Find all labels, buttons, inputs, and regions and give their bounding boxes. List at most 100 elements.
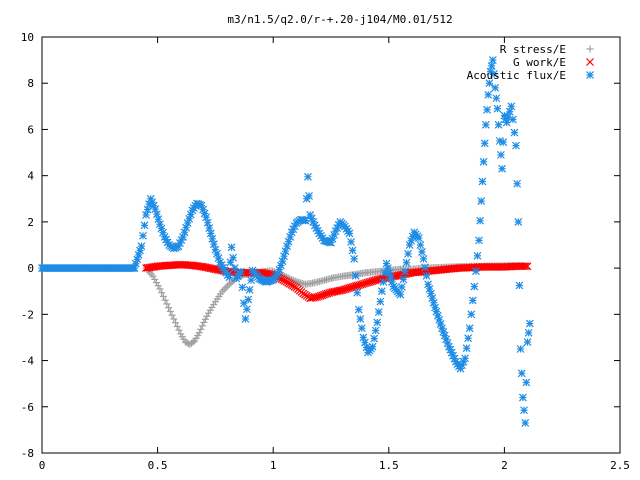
data-point (497, 150, 505, 159)
data-point (516, 345, 525, 353)
data-point (386, 273, 395, 282)
data-point (418, 248, 426, 256)
data-point (242, 305, 251, 314)
data-point (478, 177, 487, 186)
data-point (396, 290, 405, 299)
data-point (159, 292, 167, 300)
x-tick-label: 2.5 (610, 459, 630, 472)
data-point (373, 318, 382, 327)
data-point (163, 300, 171, 308)
series-2 (38, 56, 534, 427)
data-point (137, 242, 146, 251)
data-point (173, 322, 181, 330)
data-point (470, 282, 479, 291)
data-point (515, 281, 524, 290)
data-point (477, 197, 486, 206)
data-point (357, 324, 366, 333)
data-point (200, 318, 208, 326)
data-point (464, 334, 473, 343)
data-point (182, 223, 191, 232)
data-point (508, 115, 517, 124)
x-tick-label: 2 (501, 459, 508, 472)
data-point (517, 369, 526, 378)
data-point (241, 315, 250, 323)
data-point (471, 267, 480, 276)
data-point (494, 120, 503, 129)
data-point (238, 283, 247, 292)
data-point (168, 311, 176, 319)
data-point (303, 172, 312, 181)
y-tick-label: 2 (27, 216, 34, 229)
data-point (525, 319, 534, 328)
data-point (424, 280, 433, 289)
y-tick-label: 8 (27, 77, 34, 90)
data-point (462, 344, 471, 353)
data-point (211, 245, 220, 254)
data-point (154, 215, 163, 224)
data-point (156, 285, 164, 293)
x-tick-label: 0 (39, 459, 46, 472)
data-point (465, 324, 474, 333)
data-point (281, 247, 290, 256)
legend-label: G work/E (513, 56, 566, 69)
series-0 (142, 262, 527, 348)
data-point (152, 279, 160, 287)
data-point (224, 282, 232, 290)
data-point (383, 264, 392, 273)
data-point (280, 252, 288, 261)
data-point (374, 308, 383, 316)
y-tick-label: -4 (21, 355, 35, 368)
data-point (399, 275, 408, 284)
data-point (480, 139, 489, 148)
data-point (139, 231, 147, 240)
data-point (350, 254, 359, 263)
data-point (220, 285, 228, 293)
data-point (414, 234, 423, 242)
data-point (421, 263, 429, 272)
data-point (385, 268, 394, 277)
data-point (154, 282, 162, 290)
data-point (198, 322, 206, 330)
data-point (435, 315, 444, 324)
data-point (521, 262, 530, 271)
data-point (158, 289, 166, 297)
data-point (507, 102, 516, 111)
data-point (397, 283, 406, 291)
data-point (426, 289, 435, 298)
data-point (467, 310, 476, 319)
data-point (140, 221, 149, 230)
data-point (203, 218, 212, 227)
data-point (422, 271, 431, 280)
x-tick-label: 1 (270, 459, 277, 472)
data-point (404, 249, 412, 258)
data-point (513, 179, 522, 188)
chart-title: m3/n1.5/q2.0/r-+.20-j104/M0.01/512 (227, 13, 452, 26)
data-point (301, 216, 310, 225)
y-tick-label: -8 (21, 447, 34, 460)
data-point (484, 90, 493, 99)
data-marks (38, 56, 534, 427)
data-point (479, 157, 488, 166)
data-point (354, 305, 363, 314)
data-point (197, 325, 205, 333)
data-point (419, 254, 428, 263)
data-point (429, 298, 438, 307)
data-point (273, 269, 282, 278)
data-point (136, 246, 144, 255)
data-point (514, 217, 523, 226)
data-point (151, 275, 159, 283)
data-point (345, 229, 354, 238)
y-tick-label: 4 (27, 170, 34, 183)
data-point (172, 319, 180, 327)
legend-marker (586, 45, 594, 53)
data-point (485, 79, 494, 88)
x-tick-label: 0.5 (148, 459, 168, 472)
data-point (245, 285, 254, 294)
data-point (493, 104, 502, 113)
data-point (166, 307, 174, 315)
y-tick-label: 0 (27, 262, 34, 275)
y-tick-label: -6 (21, 401, 34, 414)
data-point (376, 297, 385, 306)
plot-frame (41, 36, 621, 454)
